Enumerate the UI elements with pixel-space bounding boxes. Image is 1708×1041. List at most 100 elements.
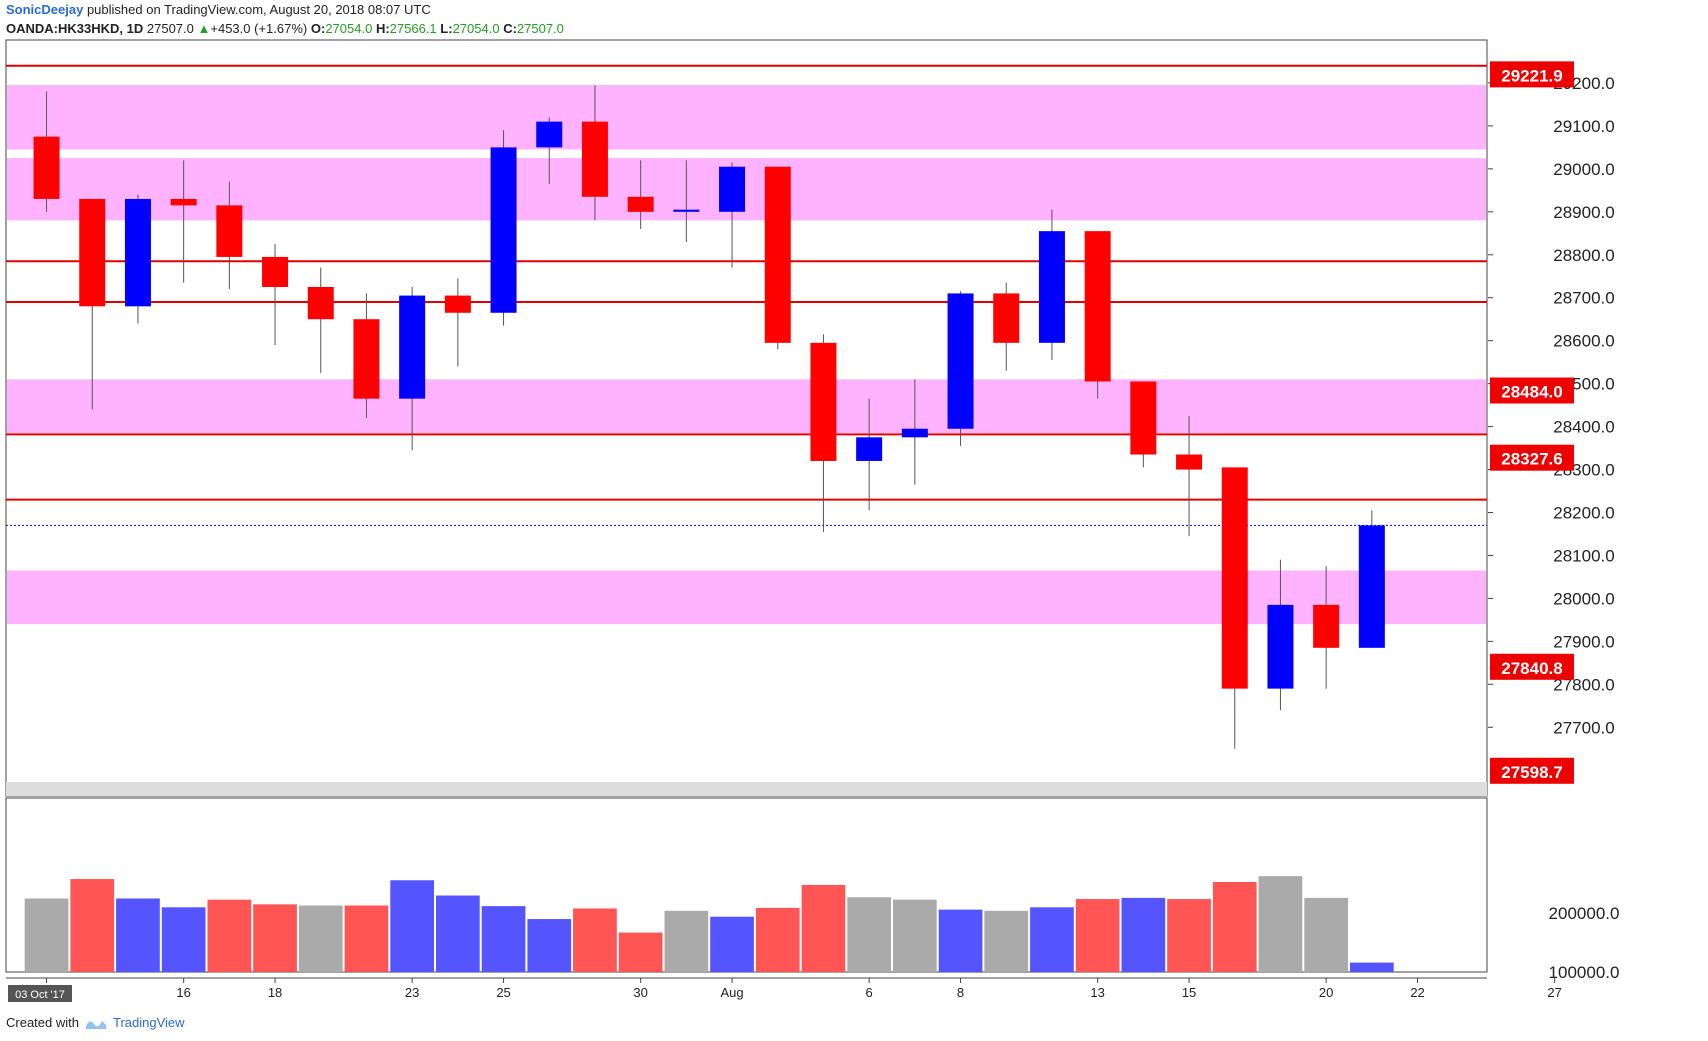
candle-body [124,198,151,307]
date-badge-label: 03 Oct '17 [15,989,65,1001]
volume-bar [1212,882,1257,972]
published-text: published on TradingView.com, August 20,… [86,2,431,17]
candle-body [719,166,746,212]
candle [1267,559,1294,711]
time-tick-label: 23 [405,985,419,1000]
candle [1176,415,1203,537]
candle-body [627,196,654,212]
candle-body [536,121,563,148]
volume-bar [436,895,480,972]
candle [399,286,426,451]
volume-bar [1030,907,1074,972]
volume-bar [1258,876,1303,972]
candle-body [856,437,883,461]
low-value: 27054.0 [452,21,500,36]
candle-body [1313,604,1340,648]
candle [856,398,883,511]
author-link[interactable]: SonicDeejay [6,2,84,17]
time-tick-label: 20 [1319,985,1333,1000]
candle [993,282,1020,371]
candle [170,160,197,283]
candle [262,244,289,345]
price-tick-label: 27700.0 [1553,718,1614,737]
price-tick-label: 28200.0 [1553,504,1614,523]
candle [764,166,791,350]
price-badge-bg [1490,61,1574,88]
price-tick-label: 27900.0 [1553,632,1614,651]
price-badge-label: 27840.8 [1501,659,1562,678]
candle-body [1221,467,1248,689]
time-tick-label: 6 [866,985,873,1000]
volume-bar [1075,899,1120,972]
candle [627,160,654,229]
candle-body [33,136,60,199]
candle-body [1176,454,1203,470]
candle [444,278,471,367]
price-badge: 28484.0 [1490,377,1574,404]
time-tick-label: 8 [957,985,964,1000]
candle [901,379,928,485]
candle [124,194,151,324]
volume-bar [390,880,434,972]
time-tick-label: 15 [1182,985,1196,1000]
volume-bar [710,916,754,972]
ohlc-legend: OANDA:HK33HKD, 1D 27507.0 ▲+453.0 (+1.67… [6,21,564,36]
high-label: H: [375,21,390,36]
candle-body [764,166,791,343]
price-badge-bg [1490,653,1574,680]
candle-body [444,295,471,313]
close-label: C: [503,21,517,36]
candle-body [170,198,197,206]
tradingview-brand[interactable]: TradingView [112,1015,185,1030]
volume-bar [253,904,297,972]
time-tick-label: 18 [268,985,282,1000]
price-tick-label: 28600.0 [1553,332,1614,351]
candle [1038,209,1065,361]
candle-body [1267,604,1294,689]
price-badge-label: 28484.0 [1501,383,1562,402]
candle-body [353,319,380,399]
volume-bar [24,898,69,972]
price-tick-label: 28100.0 [1553,546,1614,565]
price-tick-label: 28400.0 [1553,418,1614,437]
candle [307,267,334,373]
candle-body [1038,231,1065,343]
high-value: 27566.1 [389,21,437,36]
candle [216,181,243,290]
candle-body [399,295,426,399]
volume-bar [1167,899,1211,972]
volume-bar [984,910,1029,972]
volume-bar [618,932,663,972]
volume-bar [573,908,617,972]
candle-body [810,342,837,461]
candle [673,160,700,242]
candle [1221,467,1248,749]
supply-demand-zone [7,379,1486,434]
price-badge-bg [1490,377,1574,404]
price-badge-bg [1490,444,1574,471]
time-tick-label: 27 [1547,985,1561,1000]
candle [1313,566,1340,689]
open-label: O: [310,21,326,36]
up-arrow-icon: ▲ [197,21,211,36]
candle-body [947,293,974,429]
price-badge: 27598.7 [1490,757,1574,784]
price-tick-label: 29100.0 [1553,117,1614,136]
candle [33,91,60,212]
time-tick-label: 30 [633,985,647,1000]
candle-body [307,286,334,320]
price-tick-label: 27800.0 [1553,675,1614,694]
candle [1130,381,1157,468]
candle-body [993,293,1020,343]
time-tick-label: 16 [176,985,190,1000]
low-label: L: [440,21,453,36]
price-tick-label: 29000.0 [1553,160,1614,179]
supply-demand-zone [7,85,1486,150]
time-tick-label: Aug [720,985,743,1000]
time-tick-label: 13 [1090,985,1104,1000]
price-tick-label: 28700.0 [1553,289,1614,308]
price-badge: 29221.9 [1490,61,1574,88]
time-tick-label: 22 [1410,985,1424,1000]
change-value: +453.0 (+1.67%) [210,21,308,36]
